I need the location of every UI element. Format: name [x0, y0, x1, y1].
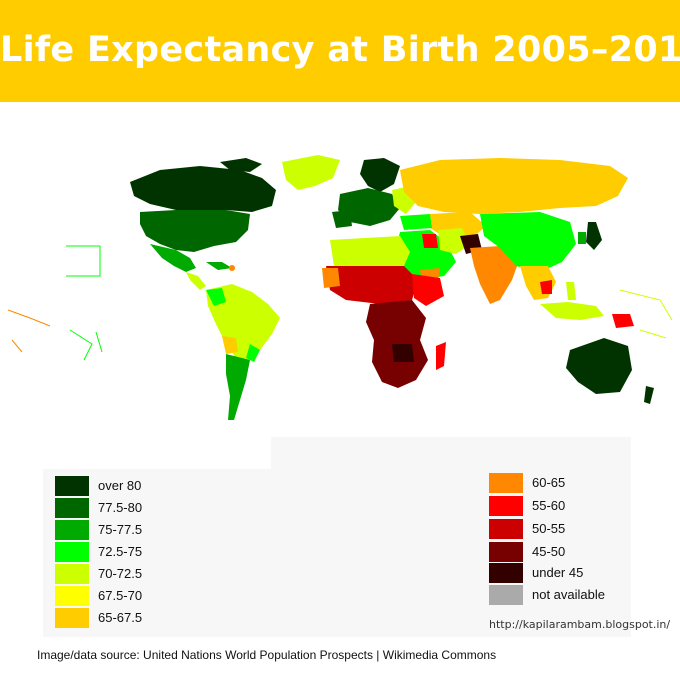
region-north-africa: [330, 236, 410, 270]
region-caribbean: [206, 262, 232, 270]
region-iberia: [332, 210, 352, 228]
legend-swatch: [489, 585, 523, 605]
region-canada: [130, 166, 276, 212]
legend-swatch: [55, 520, 89, 540]
legend-swatch: [55, 586, 89, 606]
legend-swatch: [55, 564, 89, 584]
region-bolivia: [222, 336, 238, 354]
region-zambia: [392, 344, 414, 362]
region-horn-africa: [412, 274, 444, 306]
region-west-africa-coast: [322, 268, 340, 288]
region-cambodia: [540, 280, 552, 294]
region-new-zealand: [644, 386, 654, 404]
title-banner: Life Expectancy at Birth 2005–2010: [0, 0, 680, 102]
legend-label: 72.5-75: [98, 544, 143, 559]
region-colombia: [206, 288, 226, 306]
legend-label: 77.5-80: [98, 500, 143, 515]
legend-notch: [43, 437, 271, 469]
legend-label: over 80: [98, 478, 142, 493]
region-chile-argentina: [226, 354, 250, 420]
region-sahel: [326, 266, 418, 304]
world-map: [7, 155, 673, 420]
region-pacific-islands-west: [7, 309, 51, 353]
legend-swatch: [489, 519, 523, 539]
legend-label: 55-60: [532, 498, 566, 513]
region-canada-islands: [220, 158, 262, 172]
legend-label: 75-77.5: [98, 522, 143, 537]
legend-swatch: [55, 542, 89, 562]
legend-label: 67.5-70: [98, 588, 143, 603]
legend-swatch: [55, 608, 89, 628]
region-korea: [578, 232, 586, 244]
region-iraq: [422, 234, 438, 248]
legend-label: 45-50: [532, 544, 566, 559]
region-haiti: [229, 265, 235, 271]
region-central-america: [186, 272, 206, 290]
region-pacific-islands-east: [619, 289, 673, 339]
legend-label: 50-55: [532, 521, 566, 536]
region-hawaii-line: [66, 245, 101, 277]
region-scandinavia: [360, 158, 400, 192]
legend-label: 70-72.5: [98, 566, 143, 581]
region-western-europe: [338, 188, 400, 226]
region-china: [480, 212, 576, 272]
region-greenland: [282, 155, 340, 190]
blog-url: http://kapilarambam.blogspot.in/: [489, 618, 671, 631]
region-brazil-band: [232, 300, 272, 338]
legend-label: 65-67.5: [98, 610, 143, 625]
region-madagascar: [436, 342, 446, 370]
legend-panel: [43, 437, 631, 637]
legend-swatch: [55, 498, 89, 518]
legend-label: under 45: [532, 565, 584, 580]
region-russia: [400, 158, 628, 214]
region-australia: [566, 338, 632, 394]
region-turkey: [400, 214, 432, 230]
region-papua: [612, 314, 634, 328]
legend-label: not available: [532, 587, 605, 602]
legend-swatch: [489, 542, 523, 562]
legend-swatch: [489, 496, 523, 516]
region-central-africa: [366, 300, 426, 348]
region-southern-africa: [372, 340, 428, 388]
region-iran: [438, 228, 470, 254]
region-paraguay: [246, 344, 260, 362]
region-pacific-islands-mid: [69, 329, 103, 361]
region-mexico: [150, 244, 196, 272]
region-japan: [586, 222, 602, 250]
region-india: [470, 246, 520, 304]
legend-label: 60-65: [532, 475, 566, 490]
legend-swatch: [489, 473, 523, 493]
region-philippines: [566, 282, 576, 300]
legend-swatch: [55, 476, 89, 496]
region-usa: [140, 210, 250, 252]
legend-swatch: [489, 563, 523, 583]
region-indonesia: [540, 302, 604, 320]
source-credit: Image/data source: United Nations World …: [37, 648, 497, 662]
page-title: Life Expectancy at Birth 2005–2010: [0, 30, 680, 70]
